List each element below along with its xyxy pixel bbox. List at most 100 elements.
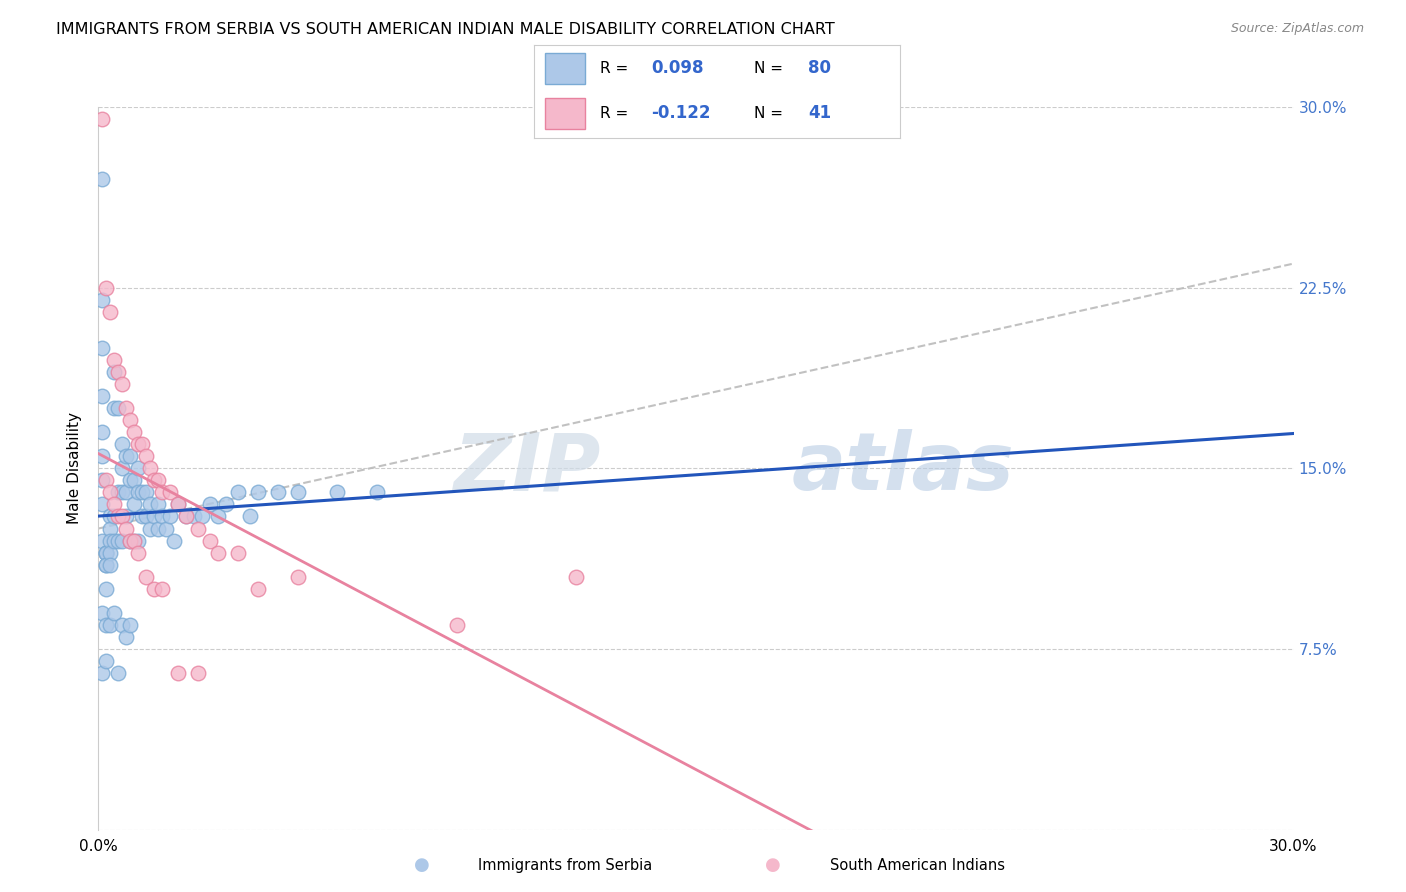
Point [565,570,588,584]
Point [115,630,138,644]
Point [127,533,149,548]
Point [124,425,146,439]
Point [135,570,157,584]
Point [115,401,138,416]
Text: ●: ● [765,856,782,874]
Point [98,509,122,524]
Point [96,280,118,294]
Point [96,582,118,596]
Bar [546,53,585,84]
Point [167,498,190,512]
Point [187,665,209,680]
Point [207,509,229,524]
Point [246,485,269,500]
Point [127,485,149,500]
Point [96,545,118,560]
Point [91,293,114,307]
Point [191,509,214,524]
Point [135,450,157,464]
Text: N =: N = [754,106,787,121]
Point [366,485,388,500]
Point [148,521,170,535]
Point [127,437,149,451]
Point [120,413,142,427]
Point [124,498,146,512]
Point [98,485,122,500]
Point [143,509,166,524]
Point [127,545,149,560]
Text: IMMIGRANTS FROM SERBIA VS SOUTH AMERICAN INDIAN MALE DISABILITY CORRELATION CHAR: IMMIGRANTS FROM SERBIA VS SOUTH AMERICAN… [56,22,835,37]
Point [96,654,118,668]
Text: R =: R = [600,61,633,76]
Point [159,485,181,500]
Point [103,365,125,379]
Point [239,509,262,524]
Point [111,617,134,632]
Point [91,172,114,186]
Point [143,473,166,487]
Text: -0.122: -0.122 [651,104,711,122]
Text: 0.098: 0.098 [651,60,704,78]
Text: N =: N = [754,61,787,76]
Point [120,533,142,548]
Point [326,485,349,500]
Text: 41: 41 [808,104,831,122]
Point [96,617,118,632]
Point [187,521,209,535]
Bar [546,98,585,129]
Point [174,509,197,524]
Point [198,498,221,512]
Point [115,509,138,524]
Point [98,521,122,535]
Point [91,498,114,512]
Point [287,485,309,500]
Point [111,533,134,548]
Point [446,617,468,632]
Point [159,509,181,524]
Text: 80: 80 [808,60,831,78]
Text: South American Indians: South American Indians [830,858,1004,872]
Point [107,665,129,680]
Point [131,437,153,451]
Point [183,509,205,524]
Point [131,509,153,524]
Point [124,473,146,487]
Point [115,521,138,535]
Point [148,498,170,512]
Point [120,533,142,548]
Point [98,533,122,548]
Point [96,473,118,487]
Text: Source: ZipAtlas.com: Source: ZipAtlas.com [1230,22,1364,36]
Point [91,473,114,487]
Point [127,461,149,475]
Point [115,485,138,500]
Point [150,582,173,596]
Point [120,617,142,632]
Point [111,376,134,391]
Point [124,533,146,548]
Text: R =: R = [600,106,633,121]
Point [91,389,114,403]
Point [143,582,166,596]
Point [103,606,125,620]
Point [107,365,129,379]
Point [120,450,142,464]
Point [107,509,129,524]
Point [135,485,157,500]
Point [226,545,249,560]
Point [98,558,122,572]
Point [215,498,238,512]
Point [167,498,190,512]
Point [163,533,186,548]
Point [91,533,114,548]
Point [139,498,162,512]
Point [96,558,118,572]
Point [107,401,129,416]
Point [103,401,125,416]
Point [155,521,177,535]
Text: atlas: atlas [792,429,1014,508]
Point [111,461,134,475]
Point [91,341,114,355]
Text: ZIP: ZIP [453,429,600,508]
Point [96,545,118,560]
